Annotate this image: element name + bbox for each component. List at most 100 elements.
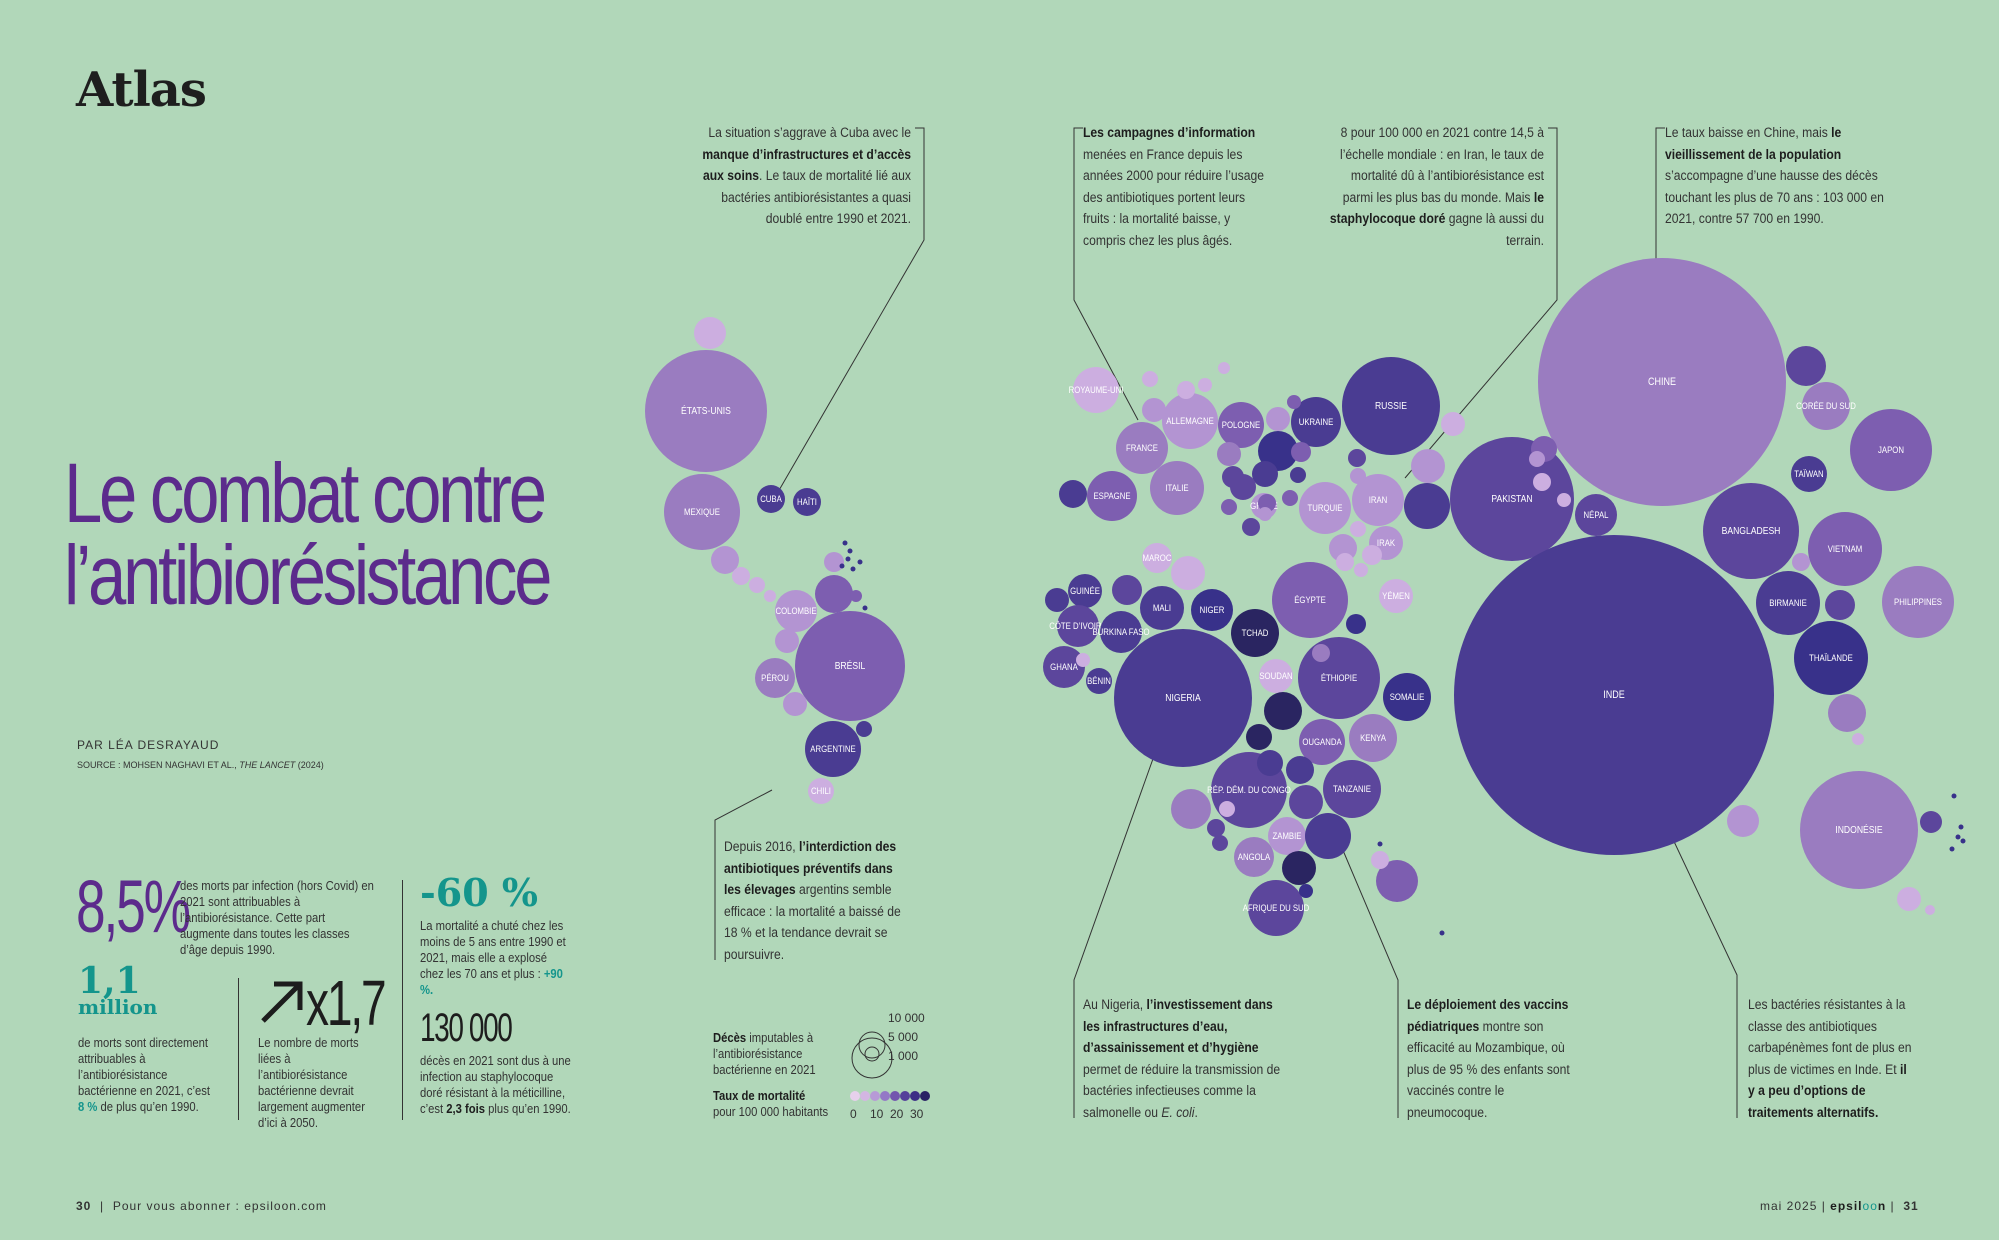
bubble-pakistan (1450, 437, 1574, 561)
bubble-burkina-faso (1100, 611, 1142, 653)
dot (1439, 930, 1445, 936)
bubble (1305, 813, 1351, 859)
bubble (1291, 442, 1311, 462)
section-title: Atlas (76, 62, 207, 118)
bubble-label: ÉTHIOPIE (1321, 672, 1357, 683)
bubble-label: RÉP. DÉM. DU CONGO (1207, 784, 1291, 795)
bubble-label: PAKISTAN (1491, 493, 1532, 505)
bubble-label: ANGOLA (1238, 851, 1271, 862)
bubble-turquie (1299, 482, 1351, 534)
bubble-label: ESPAGNE (1093, 490, 1130, 501)
bubble (1207, 819, 1225, 837)
bubble (1290, 467, 1306, 483)
dot (850, 566, 856, 572)
bubble (1112, 575, 1142, 605)
bubble (1198, 378, 1212, 392)
annotation-nigeria: Au Nigeria, l’investissement dans les in… (1083, 997, 1281, 1120)
bubble-label: POLOGNE (1222, 419, 1261, 430)
stat-5-value: 130 000 (420, 1006, 513, 1050)
bubble-label: TURQUIE (1307, 502, 1342, 513)
bubble-label: CHINE (1648, 376, 1676, 388)
callout-line-mozambique (1341, 847, 1399, 1118)
bubble (1925, 905, 1935, 915)
bubble-mexique (664, 474, 740, 550)
brand-logo: epsiloon (1830, 1199, 1887, 1213)
stat-4-text: Le nombre de morts liées à l’antibiorési… (258, 1036, 365, 1130)
bubble-label: PHILIPPINES (1894, 596, 1942, 607)
bubble-label: ZAMBIE (1273, 830, 1302, 841)
bubble-label: CÔTE D’IVOIRE (1049, 620, 1107, 631)
annotation-mozambique: Le déploiement des vaccins pédiatriques … (1407, 997, 1570, 1120)
bubble (1142, 398, 1166, 422)
bubble-label: THAÏLANDE (1809, 652, 1853, 663)
bubble (1376, 860, 1418, 902)
bubble (1825, 590, 1855, 620)
bubble-label: IRAK (1377, 537, 1395, 548)
bubble (1059, 480, 1087, 508)
bubble (850, 590, 862, 602)
legend-size-circle (864, 1046, 880, 1062)
bubble-ghana (1043, 646, 1085, 688)
bubble (1217, 442, 1241, 466)
bubble-bénin (1086, 668, 1112, 694)
bubble-label: GUINÉE (1070, 585, 1100, 596)
bubble (764, 590, 776, 602)
legend-rate-tick: 0 (850, 1107, 857, 1121)
stat-3-text: de morts sont directement attribuables à… (78, 1036, 210, 1114)
divider (238, 978, 239, 1120)
legend-size-label: 5 000 (888, 1030, 918, 1044)
bubble (1142, 371, 1158, 387)
bubble (1792, 553, 1810, 571)
bubble (1897, 887, 1921, 911)
stat-3-value: 1,1 million (78, 960, 158, 1019)
bubble-taïwan (1791, 456, 1827, 492)
bubble (1529, 451, 1545, 467)
legend-size-label: 1 000 (888, 1049, 918, 1063)
bubble-philippines (1882, 566, 1954, 638)
bubble-label: TAÏWAN (1794, 468, 1823, 479)
bubble-label: SOUDAN (1259, 670, 1292, 681)
bubble-brésil (795, 611, 905, 721)
bubble-label: ITALIE (1165, 482, 1188, 493)
arrow-up-right-icon (261, 981, 303, 1023)
subscribe-link[interactable]: Pour vous abonner : epsiloon.com (112, 1199, 327, 1213)
bubble-label: TANZANIE (1333, 783, 1371, 794)
legend-color-swatch (870, 1091, 880, 1101)
title-line-1: Le combat contre (64, 446, 547, 540)
bubble (775, 629, 799, 653)
bubble (1346, 614, 1366, 634)
bubble (1171, 556, 1205, 590)
bubble (1404, 483, 1450, 529)
bubble (1264, 692, 1302, 730)
bubble-label: UKRAINE (1299, 416, 1334, 427)
bubble (1312, 644, 1330, 662)
bubble (1920, 811, 1942, 833)
bubble-cuba (757, 485, 785, 513)
dot (1958, 824, 1964, 830)
bubble (1252, 461, 1278, 487)
dot (839, 563, 845, 569)
bubble-birmanie (1756, 571, 1820, 635)
dot (1377, 841, 1383, 847)
legend-color-swatch (920, 1091, 930, 1101)
annotation-chine: Le taux baisse en Chine, mais le vieilli… (1665, 125, 1884, 226)
bubble-ukraine (1291, 397, 1341, 447)
bubble (1557, 493, 1571, 507)
bubble-label: NIGER (1200, 604, 1225, 615)
callout-line-inde (1669, 832, 1738, 1118)
bubble-colombie (775, 590, 817, 632)
annotation-cuba: La situation s’aggrave à Cuba avec le ma… (702, 125, 911, 226)
dot (1955, 834, 1961, 840)
stat-2-highlight: +90 %. (420, 967, 563, 997)
dot (862, 605, 868, 611)
dot (1960, 838, 1966, 844)
bubble-label: COLOMBIE (775, 605, 816, 616)
bubble (694, 317, 726, 349)
bubble (732, 567, 750, 585)
bubble-label: ROYAUME-UNI (1069, 384, 1124, 395)
bubble-label: MAROC (1143, 552, 1172, 563)
bubble-nigeria (1114, 629, 1252, 767)
legend-size-circle (858, 1031, 886, 1059)
bubble-haïti (793, 488, 821, 516)
bubble-inde (1454, 535, 1774, 855)
